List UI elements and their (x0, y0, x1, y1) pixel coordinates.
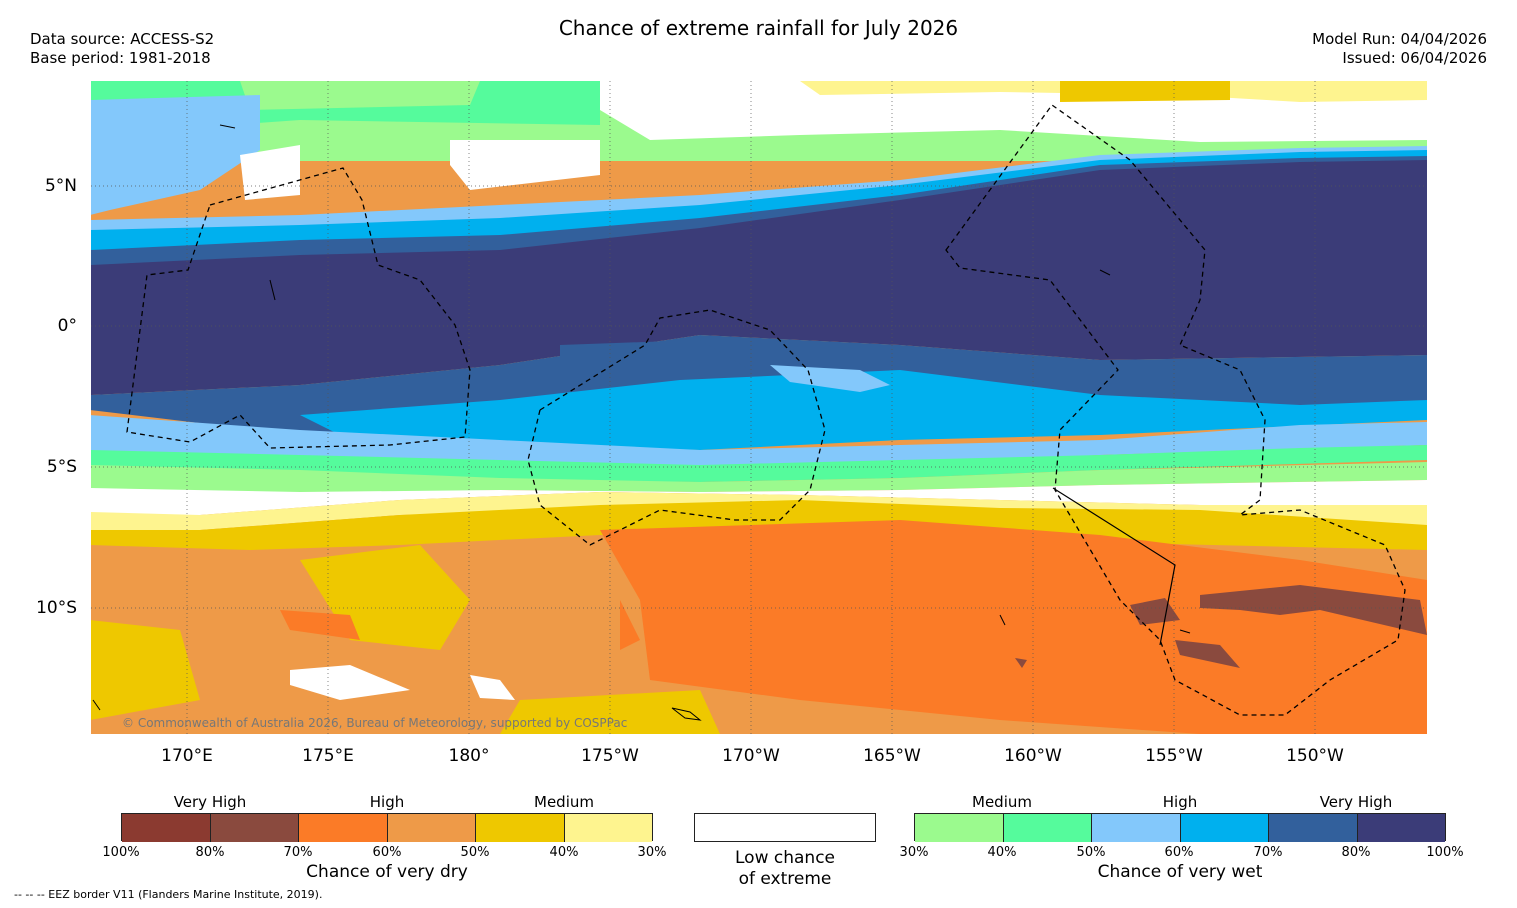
dry-colorbar (121, 813, 653, 842)
dry-tick: 40% (549, 845, 579, 860)
wet-tick: 70% (1253, 845, 1283, 860)
dry-swatch (476, 814, 565, 842)
lon-label: 165°W (863, 746, 921, 766)
islands (92, 124, 1191, 721)
lat-label: 5°N (44, 176, 77, 196)
map-title: Chance of extreme rainfall for July 2026 (558, 16, 959, 40)
eez-borders (126, 104, 1406, 716)
wet-colorbar (914, 813, 1446, 842)
lon-label: 160°W (1004, 746, 1062, 766)
wet-swatch (1269, 814, 1358, 842)
wet-swatch (1358, 814, 1445, 842)
dry-legend-label: Chance of very dry (306, 862, 468, 882)
neutral-label-line2: of extreme (738, 869, 832, 889)
dry-tick: 100% (102, 845, 140, 860)
dry-tick: 60% (372, 845, 402, 860)
wet-legend-label: Chance of very wet (1097, 862, 1263, 882)
lat-label: 0° (57, 316, 77, 336)
dry-category-high: High (369, 793, 405, 811)
base-period: Base period: 1981-2018 (30, 49, 211, 67)
dry-category-medium: Medium (534, 793, 594, 811)
data-info: Data source: ACCESS-S2 Base period: 1981… (30, 30, 214, 68)
copyright-notice: © Commonwealth of Australia 2026, Bureau… (122, 716, 628, 730)
dry-category-very-high: Very High (173, 793, 247, 811)
data-source: Data source: ACCESS-S2 (30, 30, 215, 48)
lon-label: 170°W (722, 746, 780, 766)
dry-swatch (122, 814, 211, 842)
dry-tick: 70% (283, 845, 313, 860)
lon-label: 155°W (1145, 746, 1203, 766)
wet-swatch (915, 814, 1004, 842)
eez-note: -- -- -- EEZ border V11 (Flanders Marine… (14, 888, 323, 901)
wet-tick: 40% (987, 845, 1017, 860)
map-field (91, 81, 1427, 734)
wet-tick: 80% (1341, 845, 1371, 860)
lon-label: 150°W (1286, 746, 1344, 766)
wet-swatch (1004, 814, 1092, 842)
wet-tick: 30% (899, 845, 929, 860)
model-run: Model Run: 04/04/2026 (1312, 30, 1487, 48)
neutral-swatch (694, 813, 876, 842)
lon-label: 180° (448, 746, 490, 766)
wet-swatch (1092, 814, 1181, 842)
wet-tick: 50% (1076, 845, 1106, 860)
lat-label: 10°S (36, 598, 77, 618)
wet-category-very-high: Very High (1319, 793, 1393, 811)
neutral-label-line1: Low chance (735, 848, 835, 868)
lon-label: 175°E (302, 746, 354, 766)
lon-label: 170°E (161, 746, 213, 766)
lon-label: 175°W (581, 746, 639, 766)
dry-tick: 30% (637, 845, 667, 860)
issued-date: Issued: 06/04/2026 (1342, 49, 1487, 67)
dry-swatch (565, 814, 652, 842)
maritime-boundary (1052, 487, 1176, 646)
lat-label: 5°S (46, 457, 77, 477)
neutral-legend-label: Low chance of extreme (694, 848, 876, 890)
wet-tick: 100% (1426, 845, 1464, 860)
run-info: Model Run: 04/04/2026 Issued: 06/04/2026 (1312, 30, 1487, 68)
wet-category-high: High (1162, 793, 1198, 811)
wet-tick: 60% (1164, 845, 1194, 860)
wet-swatch (1181, 814, 1269, 842)
dry-swatch (211, 814, 299, 842)
dry-swatch (299, 814, 388, 842)
dry-tick: 80% (195, 845, 225, 860)
wet-category-medium: Medium (972, 793, 1032, 811)
dry-swatch (388, 814, 476, 842)
dry-tick: 50% (460, 845, 490, 860)
